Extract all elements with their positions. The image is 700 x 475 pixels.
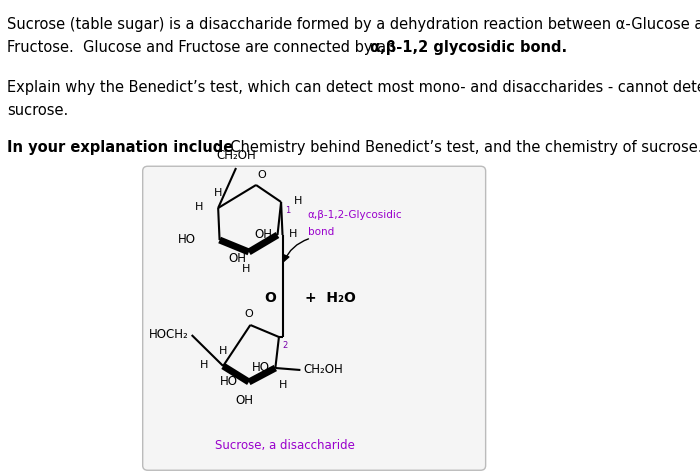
Text: CH₂OH: CH₂OH <box>303 362 342 376</box>
Text: +  H₂O: + H₂O <box>305 291 356 304</box>
Text: H: H <box>279 380 287 390</box>
Text: OH: OH <box>229 252 246 265</box>
Text: HO: HO <box>178 233 195 246</box>
Text: α,β-1,2-Glycosidic: α,β-1,2-Glycosidic <box>307 210 402 220</box>
Text: O: O <box>265 291 277 304</box>
Text: sucrose.: sucrose. <box>7 103 69 118</box>
Text: CH₂OH: CH₂OH <box>216 149 256 162</box>
Text: H: H <box>195 201 203 211</box>
FancyBboxPatch shape <box>143 166 486 470</box>
Text: α,β-1,2 glycosidic bond.: α,β-1,2 glycosidic bond. <box>370 40 567 55</box>
Text: H: H <box>199 360 208 370</box>
Text: Sucrose, a disaccharide: Sucrose, a disaccharide <box>215 438 354 452</box>
Text: :  Chemistry behind Benedict’s test, and the chemistry of sucrose.: : Chemistry behind Benedict’s test, and … <box>216 140 700 155</box>
Text: HOCH₂: HOCH₂ <box>149 328 189 341</box>
Text: HO: HO <box>220 375 238 388</box>
Text: bond: bond <box>307 227 334 237</box>
Text: O: O <box>244 309 253 319</box>
Text: OH: OH <box>255 228 272 241</box>
Text: H: H <box>218 346 227 357</box>
Text: HO: HO <box>253 361 270 373</box>
Text: H: H <box>242 264 251 274</box>
Text: O: O <box>257 170 266 180</box>
Text: 2: 2 <box>282 341 287 350</box>
Text: H: H <box>288 229 297 239</box>
Text: OH: OH <box>235 394 253 408</box>
Text: In your explanation include: In your explanation include <box>7 140 233 155</box>
Text: H: H <box>214 188 222 198</box>
Text: H: H <box>293 196 302 206</box>
Text: Sucrose (table sugar) is a disaccharide formed by a dehydration reaction between: Sucrose (table sugar) is a disaccharide … <box>7 17 700 32</box>
Text: Explain why the Benedict’s test, which can detect most mono- and disaccharides -: Explain why the Benedict’s test, which c… <box>7 80 700 95</box>
Text: 1: 1 <box>285 206 290 215</box>
Text: Fructose.  Glucose and Fructose are connected by an: Fructose. Glucose and Fructose are conne… <box>7 40 400 55</box>
